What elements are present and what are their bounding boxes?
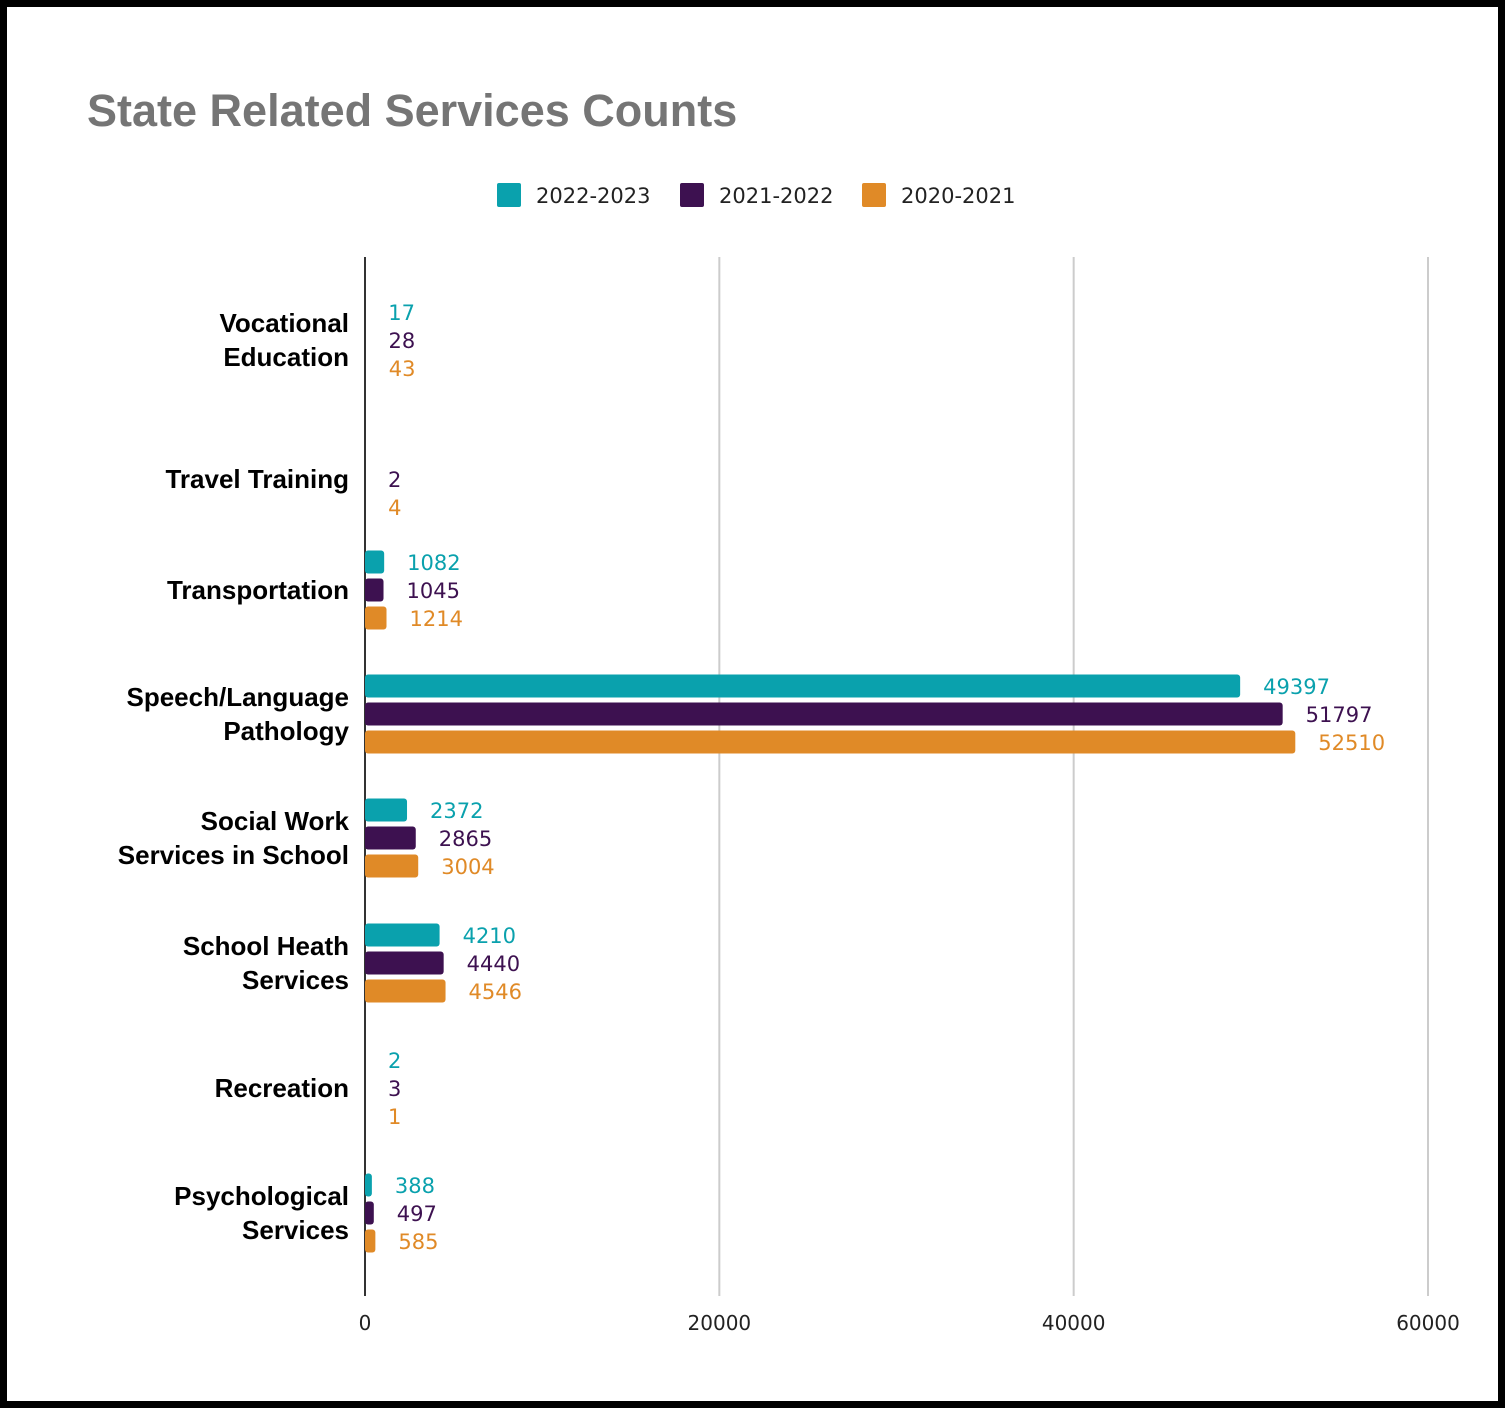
legend-swatch (862, 183, 886, 207)
bar (365, 702, 1283, 726)
chart-title: State Related Services Counts (87, 85, 738, 136)
data-label: 1214 (410, 607, 463, 631)
data-label: 4210 (463, 924, 516, 948)
bars: 17 28 43 2 4 1082 1045 1214 49397 51797 52510 2372 2… (365, 301, 1385, 1254)
legend-item-2022-2023: 2022-2023 (497, 183, 650, 208)
data-label: 497 (397, 1202, 437, 1226)
data-label: 1045 (407, 579, 460, 603)
category-label: Psychological Services (174, 1181, 349, 1245)
category-label-line: Travel Training (165, 464, 349, 494)
legend-label: 2020-2021 (901, 184, 1015, 208)
category-label: Vocational Education (219, 308, 349, 372)
category-label-line: Speech/Language (127, 682, 350, 712)
data-label: 4 (388, 496, 401, 520)
bar (365, 1173, 372, 1197)
bar (365, 979, 446, 1003)
bar (365, 854, 419, 878)
category-label: Recreation (215, 1073, 349, 1103)
data-label: 3004 (441, 855, 494, 879)
data-label: 2372 (430, 799, 483, 823)
gridlines (364, 257, 1429, 1296)
data-label: 43 (389, 357, 416, 381)
bar (365, 730, 1296, 754)
category-label-line: Services in School (118, 840, 349, 870)
x-tick-label: 20000 (688, 1311, 752, 1335)
bar (365, 923, 440, 947)
x-tick-label: 60000 (1396, 1311, 1460, 1335)
category-label-line: Recreation (215, 1073, 349, 1103)
x-tick-label: 0 (359, 1311, 372, 1335)
legend-swatch (497, 183, 521, 207)
data-label: 51797 (1306, 703, 1373, 727)
bar (365, 1229, 376, 1253)
data-label: 1082 (407, 551, 460, 575)
bar (365, 674, 1241, 698)
legend-item-2021-2022: 2021-2022 (680, 183, 833, 208)
data-label: 388 (395, 1174, 435, 1198)
category-label: School Heath Services (183, 931, 349, 995)
bar (365, 606, 387, 630)
data-label: 2 (388, 468, 401, 492)
data-label: 2865 (439, 827, 492, 851)
data-label: 3 (388, 1077, 401, 1101)
category-label-line: Psychological (174, 1181, 349, 1211)
category-label: Social Work Services in School (118, 806, 350, 870)
data-label: 4440 (467, 952, 520, 976)
category-labels: Vocational Education Travel Training Transp… (118, 308, 350, 1245)
legend-item-2020-2021: 2020-2021 (862, 183, 1015, 208)
legend-swatch (680, 183, 704, 207)
category-label-line: Transportation (167, 575, 349, 605)
bar (365, 550, 385, 574)
data-label: 1 (388, 1105, 401, 1129)
category-label: Speech/Language Pathology (127, 682, 350, 746)
bar (365, 798, 408, 822)
x-axis-ticks: 0 20000 40000 60000 (359, 1311, 1460, 1335)
data-label: 52510 (1318, 731, 1385, 755)
bar (365, 578, 384, 602)
bar (365, 826, 416, 850)
data-label: 585 (398, 1230, 438, 1254)
category-label-line: Education (223, 342, 349, 372)
category-label-line: Vocational (219, 308, 349, 338)
legend: 2022-2023 2021-2022 2020-2021 (497, 183, 1015, 208)
category-label-line: Services (242, 965, 349, 995)
category-label: Travel Training (165, 464, 349, 494)
category-label: Transportation (167, 575, 349, 605)
data-label: 17 (388, 301, 415, 325)
category-label-line: Pathology (223, 716, 349, 746)
bar (365, 1201, 374, 1225)
bar (365, 951, 444, 975)
category-label-line: Social Work (201, 806, 350, 836)
category-label-line: School Heath (183, 931, 349, 961)
data-label: 49397 (1263, 675, 1330, 699)
category-label-line: Services (242, 1215, 349, 1245)
x-tick-label: 40000 (1042, 1311, 1106, 1335)
data-label: 4546 (469, 980, 522, 1004)
legend-label: 2022-2023 (536, 184, 650, 208)
data-label: 2 (388, 1049, 401, 1073)
legend-label: 2021-2022 (719, 184, 833, 208)
data-label: 28 (388, 329, 415, 353)
